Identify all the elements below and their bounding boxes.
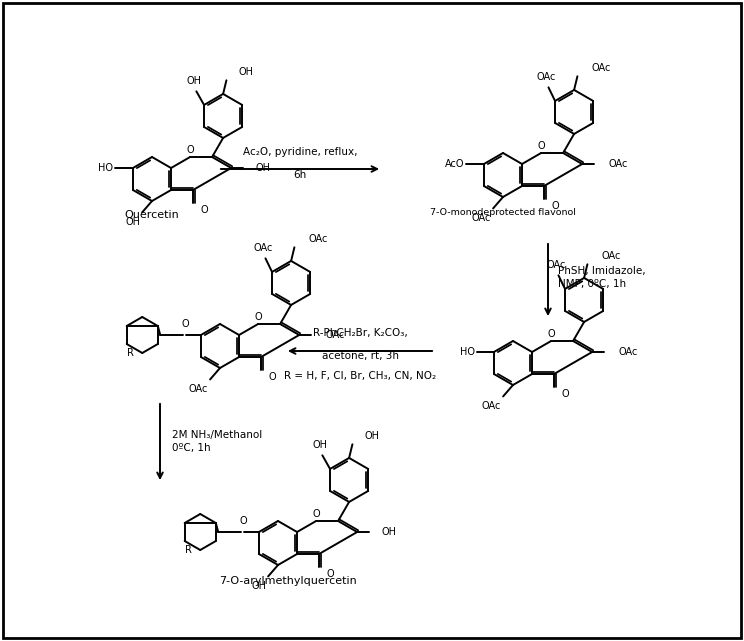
Text: OH: OH [381, 527, 397, 537]
Text: 2M NH₃/Methanol: 2M NH₃/Methanol [172, 430, 262, 440]
Text: Quercetin: Quercetin [125, 210, 179, 220]
Text: OH: OH [313, 440, 328, 451]
Text: O: O [268, 372, 276, 382]
Text: 7-O-arylmethylquercetin: 7-O-arylmethylquercetin [219, 576, 357, 586]
Text: O: O [312, 509, 320, 519]
Text: O: O [551, 201, 559, 211]
Text: OAc: OAc [536, 72, 557, 82]
Text: OH: OH [238, 67, 254, 78]
Text: O: O [182, 319, 190, 329]
Text: O: O [240, 516, 247, 526]
Text: OAc: OAc [618, 347, 638, 357]
Text: Ac₂O, pyridine, reflux,: Ac₂O, pyridine, reflux, [243, 147, 357, 157]
Text: O: O [561, 388, 568, 399]
Text: OAc: OAc [481, 401, 501, 412]
Text: OH: OH [251, 581, 266, 592]
Text: 6h: 6h [293, 170, 307, 180]
Text: O: O [254, 312, 262, 322]
Text: R-PhCH₂Br, K₂CO₃,: R-PhCH₂Br, K₂CO₃, [312, 328, 408, 338]
Text: OH: OH [365, 431, 379, 441]
Text: O: O [548, 329, 555, 339]
Text: R = H, F, Cl, Br, CH₃, CN, NO₂: R = H, F, Cl, Br, CH₃, CN, NO₂ [284, 371, 436, 381]
Text: O: O [186, 145, 194, 155]
Text: OAc: OAc [609, 159, 628, 169]
Text: HO: HO [98, 163, 113, 173]
Text: OH: OH [187, 76, 202, 87]
Text: acetone, rt, 3h: acetone, rt, 3h [321, 351, 399, 361]
Text: PhSH, Imidazole,: PhSH, Imidazole, [558, 266, 646, 276]
Text: O: O [326, 569, 333, 579]
Text: OAc: OAc [189, 385, 208, 394]
Text: OAc: OAc [547, 260, 566, 271]
Text: OH: OH [255, 163, 270, 173]
Text: HO: HO [461, 347, 475, 357]
Text: OAc: OAc [591, 63, 611, 73]
Text: OAc: OAc [254, 244, 273, 253]
Text: OH: OH [125, 217, 140, 228]
Text: AcO: AcO [445, 159, 464, 169]
Text: R: R [127, 348, 134, 358]
Text: 7-O-monodeprotected flavonol: 7-O-monodeprotected flavonol [430, 208, 576, 217]
Text: R: R [185, 545, 192, 555]
Text: 0ºC, 1h: 0ºC, 1h [172, 443, 211, 453]
Text: OAc: OAc [325, 330, 344, 340]
Text: OAc: OAc [472, 213, 491, 224]
Text: NMP, 0ºC, 1h: NMP, 0ºC, 1h [558, 279, 626, 289]
Text: O: O [200, 204, 208, 215]
Text: OAc: OAc [309, 235, 328, 244]
Text: O: O [537, 141, 545, 151]
Text: OAc: OAc [601, 251, 620, 262]
